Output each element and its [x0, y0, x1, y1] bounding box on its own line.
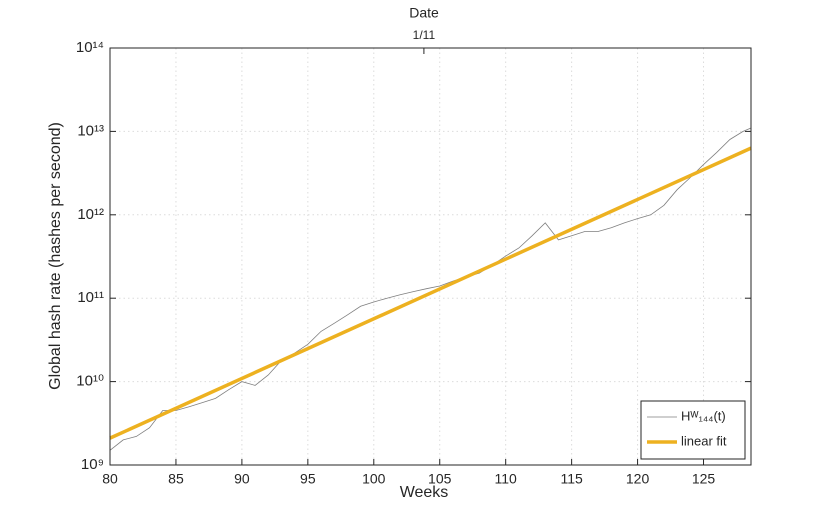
- y-axis-label: Global hash rate (hashes per second): [47, 122, 64, 390]
- y-tick-label: 10¹⁰: [76, 373, 104, 390]
- x-tick-label: 120: [626, 471, 650, 487]
- y-tick-label: 10¹¹: [77, 289, 104, 306]
- x-tick-label: 100: [362, 471, 386, 487]
- y-tick-label: 10¹²: [77, 206, 104, 223]
- x-tick-label: 95: [300, 471, 316, 487]
- x-tick-label: 115: [560, 471, 583, 487]
- legend-label: Hᵂ₁₄₄(t): [681, 408, 726, 423]
- x-tick-label: 105: [428, 471, 452, 487]
- x-axis-label: Weeks: [400, 484, 449, 501]
- x-tick-label: 110: [495, 471, 518, 487]
- legend-box: [640, 400, 746, 460]
- series-line: [109, 127, 752, 451]
- x-tick-label: 80: [102, 471, 118, 487]
- x-tick-label: 90: [234, 471, 250, 487]
- plot-frame: [109, 47, 752, 466]
- y-tick-label: 10¹⁴: [76, 39, 104, 56]
- legend-label: linear fit: [681, 433, 727, 448]
- plot-area: [110, 48, 751, 465]
- x2-tick-label: 1/11: [413, 28, 436, 42]
- y-tick-label: 10⁹: [81, 456, 104, 473]
- x2-axis-label: Date: [409, 5, 439, 21]
- x-tick-label: 125: [692, 471, 716, 487]
- series-line: [109, 146, 752, 440]
- x-tick-label: 85: [168, 471, 184, 487]
- y-tick-label: 10¹³: [77, 122, 104, 139]
